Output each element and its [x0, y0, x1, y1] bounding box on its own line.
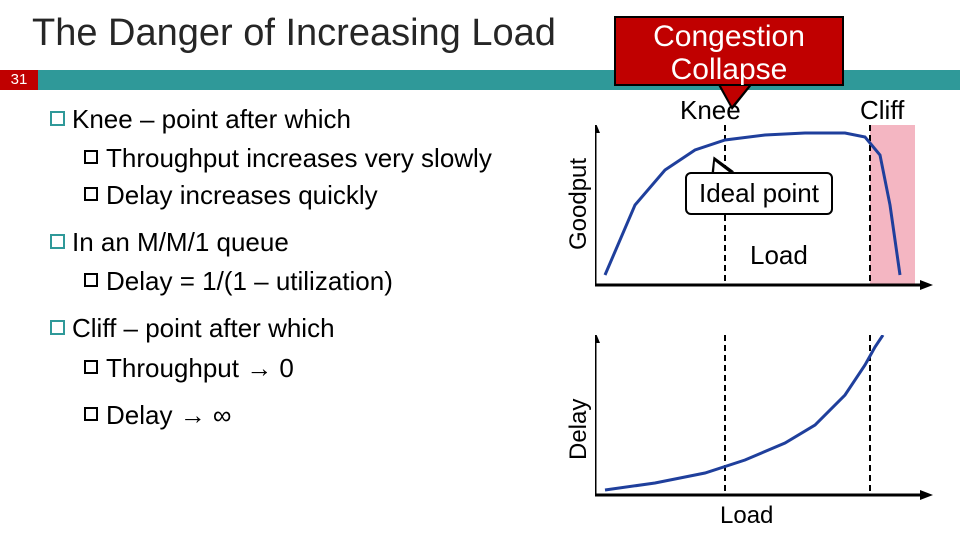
delay-chart: Delay Load	[570, 330, 930, 520]
bullet-cliff-throughput: Throughput → 0	[50, 351, 530, 386]
cliff-label: Cliff	[860, 95, 904, 126]
callout-line1: Congestion	[653, 20, 805, 53]
goodput-chart: Knee Cliff Goodput Ideal point Load	[570, 110, 930, 295]
delay-svg	[595, 335, 935, 505]
bullet-knee-throughput: Throughput increases very slowly	[50, 141, 530, 176]
ideal-point-label: Ideal point	[685, 172, 833, 215]
callout-tail	[720, 84, 750, 106]
bullet-content: Knee – point after which Throughput incr…	[50, 102, 530, 435]
sub-label: Delay	[106, 400, 172, 430]
bullet-mm1: In an M/M/1 queue	[50, 225, 530, 260]
sub-text: → ∞	[172, 400, 231, 430]
goodput-ylabel: Goodput	[565, 158, 593, 250]
callout-line2: Collapse	[671, 53, 788, 86]
delay-ylabel: Delay	[565, 399, 593, 460]
x-arrow	[920, 490, 933, 500]
sub-text: increases very slowly	[239, 143, 492, 173]
bullet-cliff-delay: Delay → ∞	[50, 398, 530, 433]
bullet-knee-delay: Delay increases quickly	[50, 178, 530, 213]
sub-label: Delay	[106, 180, 172, 210]
sub-text: = 1/(1 – utilization)	[172, 266, 392, 296]
sub-label: Delay	[106, 266, 172, 296]
y-arrow	[595, 335, 600, 343]
y-arrow	[595, 125, 600, 133]
sub-label: Throughput	[106, 353, 239, 383]
callout-congestion-collapse: Congestion Collapse	[614, 16, 844, 86]
goodput-xlabel: Load	[750, 240, 808, 271]
sub-text: increases quickly	[172, 180, 377, 210]
bullet-cliff: Cliff – point after which	[50, 311, 530, 346]
sub-label: Throughput	[106, 143, 239, 173]
x-arrow	[920, 280, 933, 290]
delay-curve	[605, 335, 883, 490]
bullet-knee: Knee – point after which	[50, 102, 530, 137]
bullet-mm1-delay: Delay = 1/(1 – utilization)	[50, 264, 530, 299]
sub-text: → 0	[239, 353, 294, 383]
delay-xlabel: Load	[720, 502, 773, 530]
page-number: 31	[0, 70, 38, 90]
